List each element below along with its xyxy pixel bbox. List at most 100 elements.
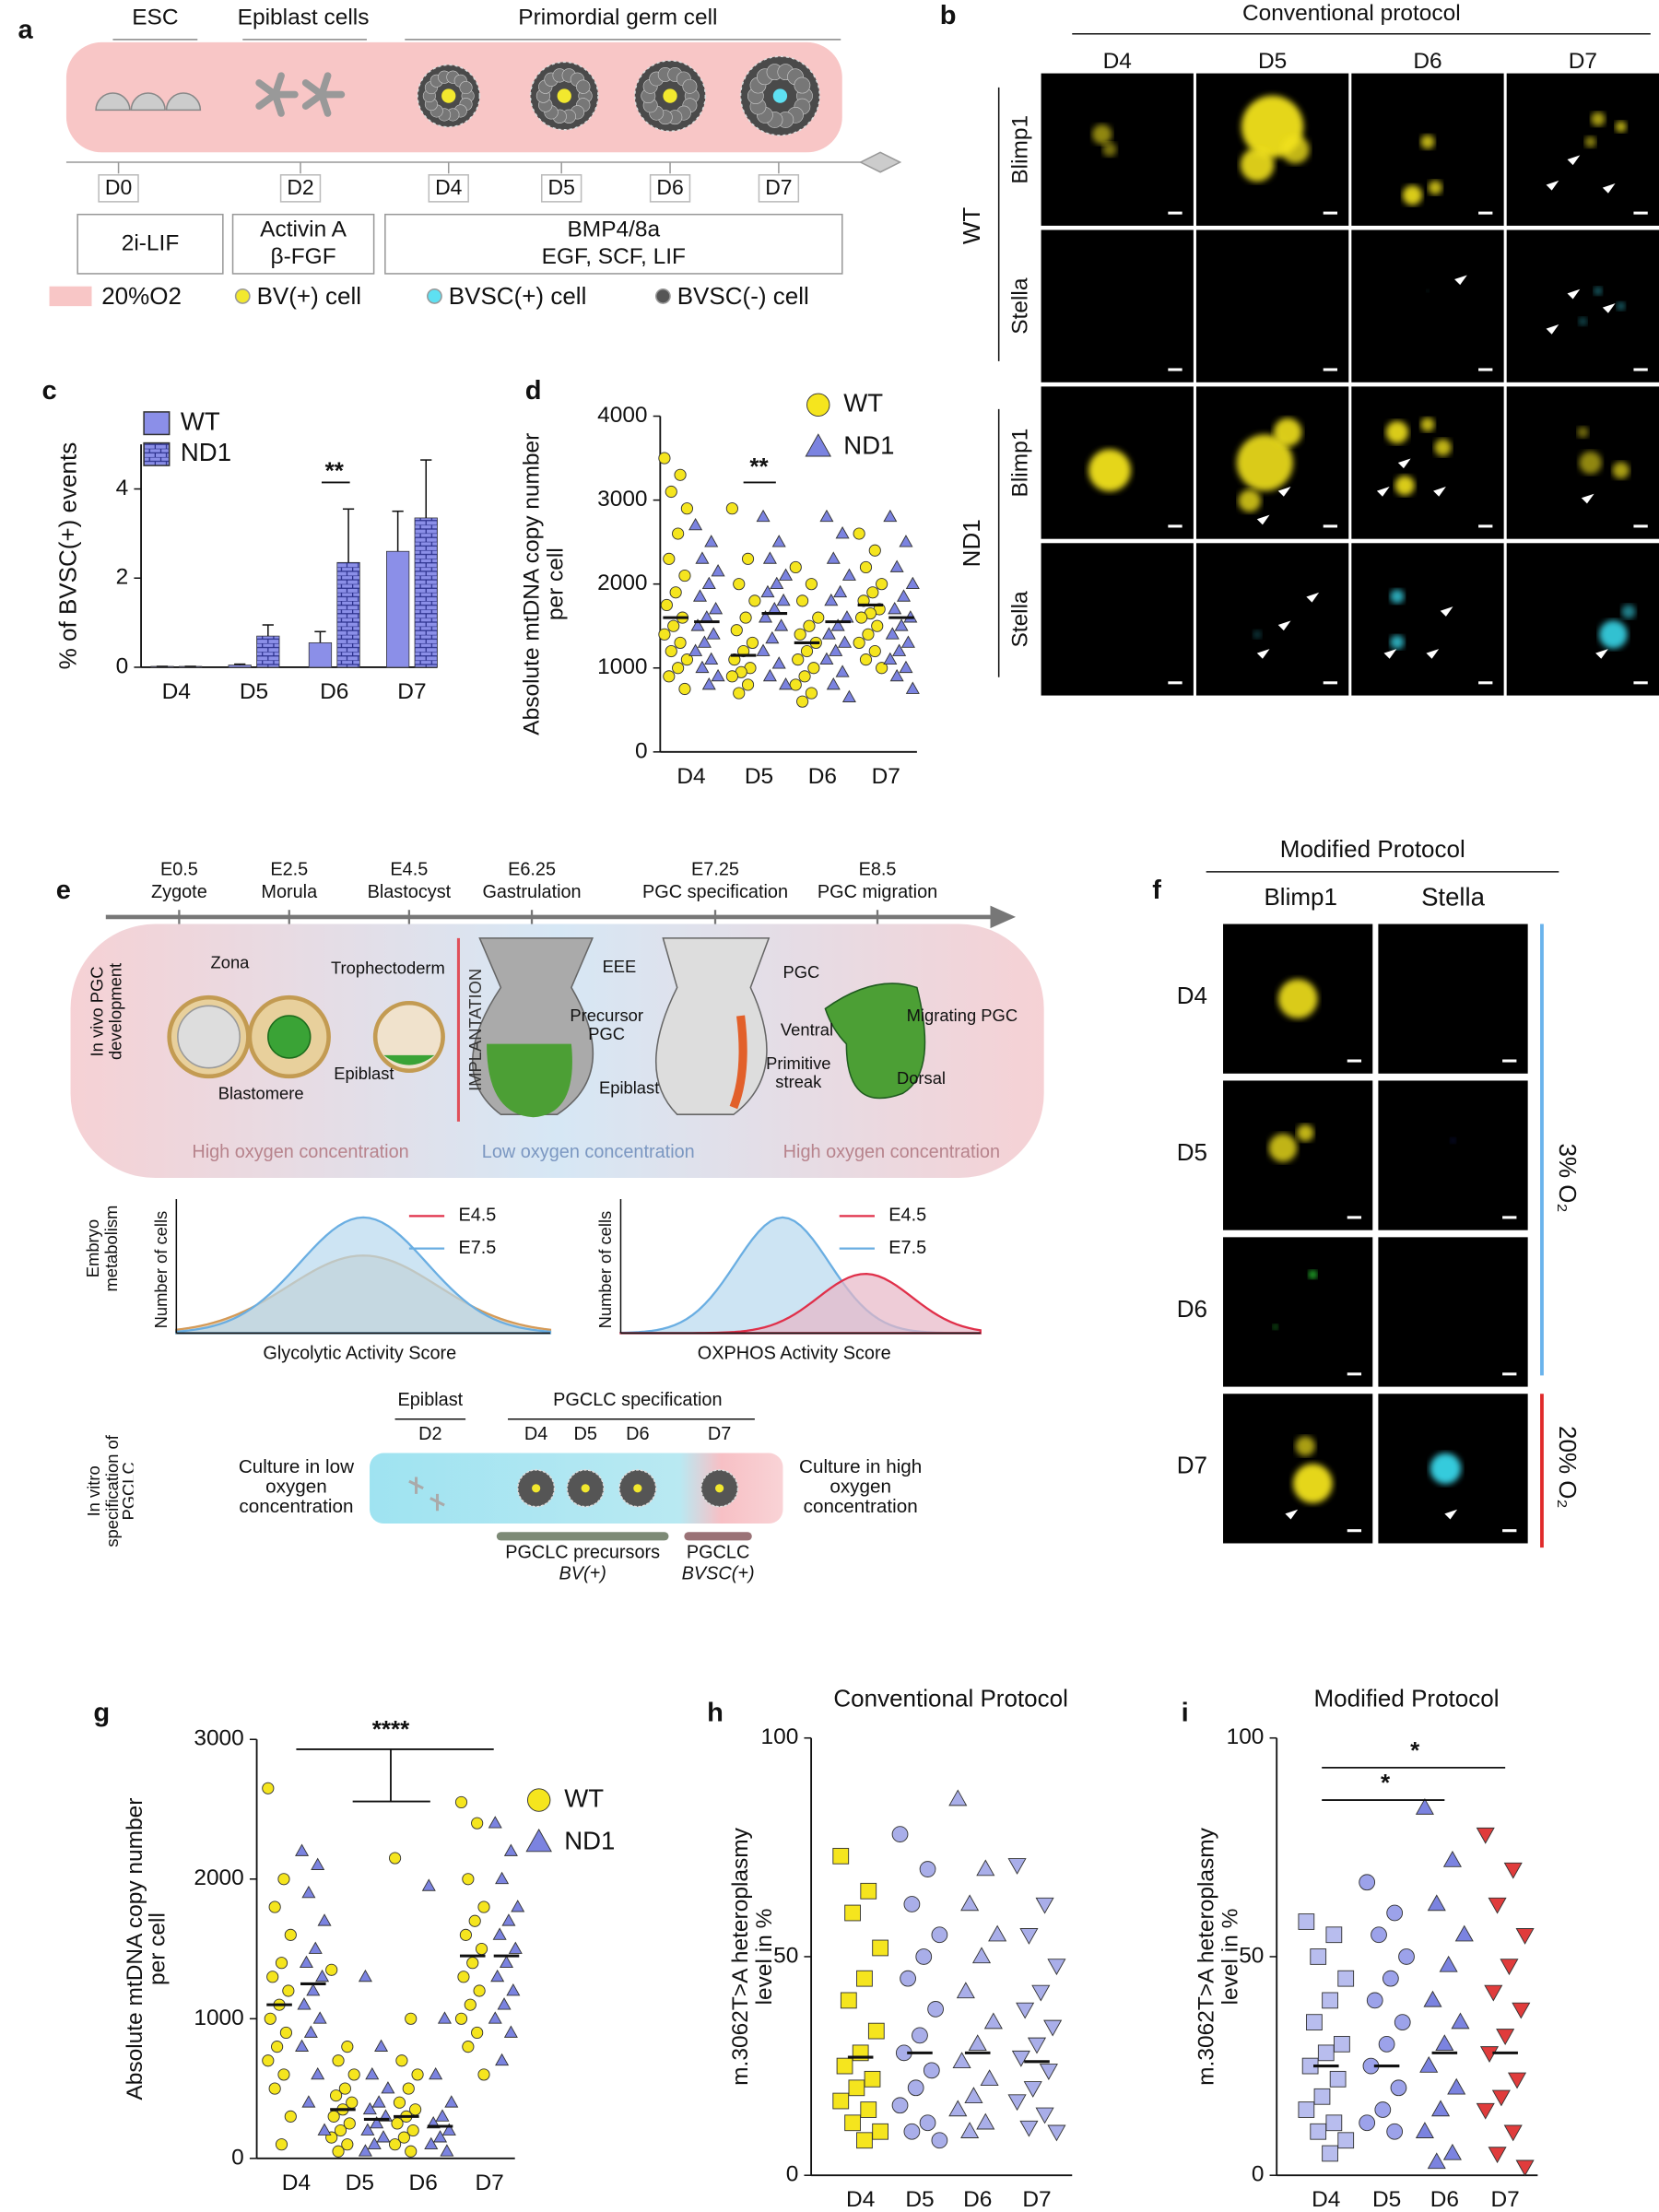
signal	[1621, 605, 1636, 619]
point	[1386, 2123, 1404, 2140]
legend-swatch	[143, 441, 171, 466]
point	[1515, 2159, 1535, 2177]
point	[1476, 1827, 1495, 1844]
point	[1390, 2079, 1407, 2097]
point	[508, 1941, 523, 1954]
point	[980, 2069, 999, 2087]
point	[1359, 2114, 1376, 2132]
x-tick-label: D5	[745, 764, 773, 789]
point	[433, 2130, 448, 2143]
point	[891, 1826, 909, 1842]
text: In vitro specification of PGCLC	[85, 1435, 134, 1547]
point	[704, 652, 719, 665]
point	[960, 1894, 980, 1912]
label: Epiblast	[599, 1077, 659, 1097]
point	[475, 1942, 488, 1956]
point	[462, 2041, 475, 2053]
point	[695, 660, 710, 674]
point	[756, 509, 771, 523]
point	[370, 2115, 384, 2129]
text: % of BVSC(+) events	[56, 441, 82, 670]
label: D7	[708, 1424, 731, 1444]
x-tick-label: D7	[397, 679, 426, 704]
significance: **	[325, 457, 345, 485]
point	[1035, 1897, 1054, 1914]
text: Absolute mtDNA copy number per cell	[124, 1797, 171, 2100]
point	[807, 662, 820, 675]
y-tick-label: 0	[635, 738, 648, 763]
esc-cell	[130, 92, 166, 112]
label: 20%O2	[101, 282, 182, 310]
point	[658, 628, 671, 641]
point	[1317, 2044, 1335, 2062]
label: Number of cells	[151, 1211, 171, 1329]
label: E4.5	[390, 860, 428, 880]
label: Ventral	[781, 1020, 833, 1040]
point	[301, 2095, 316, 2108]
signal	[1612, 462, 1630, 479]
point	[488, 1816, 502, 1829]
label: D5	[1177, 1138, 1207, 1166]
point	[495, 1871, 510, 1885]
y-tick-label: 0	[1252, 2162, 1265, 2187]
point	[471, 2026, 484, 2040]
point	[1415, 2122, 1434, 2138]
x-tick-label: D6	[963, 2187, 992, 2212]
point	[1488, 1897, 1507, 1914]
label: β-FGF	[271, 244, 336, 269]
micrograph	[1378, 1237, 1528, 1387]
micrograph	[1041, 229, 1194, 382]
label: Blastomere	[218, 1084, 304, 1103]
point	[395, 2054, 408, 2067]
point	[266, 1971, 279, 1983]
point	[1439, 1955, 1458, 1972]
label: D4	[1177, 982, 1207, 1009]
y-tick-label: 2000	[194, 1865, 243, 1890]
point	[711, 564, 725, 577]
point	[680, 502, 693, 515]
point	[665, 644, 677, 658]
micrograph	[1378, 924, 1528, 1074]
signal	[1253, 629, 1262, 640]
micrograph	[1378, 1080, 1528, 1230]
point	[697, 635, 712, 648]
bar	[414, 517, 438, 668]
point	[900, 1970, 916, 1987]
epiblast-cell	[301, 72, 346, 117]
label: Low oxygen concentration	[482, 1142, 695, 1162]
legend-label: WT	[181, 406, 220, 435]
x-tick-label: D6	[1430, 2187, 1459, 2212]
text-block: In vitro specification of PGCLC	[85, 1435, 134, 1547]
point	[1415, 1798, 1434, 1815]
point	[725, 502, 738, 515]
point	[468, 1914, 481, 1927]
label: g	[93, 1698, 110, 1727]
point	[454, 2012, 468, 2025]
point	[338, 2082, 351, 2095]
y-tick-label: 0	[116, 653, 129, 678]
point	[844, 1904, 861, 1922]
core-cell	[532, 1484, 541, 1493]
label: Stella	[1008, 277, 1033, 335]
scale-bar	[1633, 524, 1648, 528]
point	[1007, 2094, 1027, 2112]
label: E2.5	[270, 860, 308, 880]
label: BVSC(+) cell	[449, 282, 587, 310]
signal	[1272, 1324, 1278, 1330]
point	[299, 1955, 313, 1969]
significance: **	[749, 453, 769, 480]
signal	[1273, 418, 1302, 447]
scale-bar	[1347, 1529, 1362, 1533]
point	[492, 1927, 507, 1940]
label: ESC	[132, 5, 178, 29]
point	[1313, 2088, 1331, 2105]
point	[1503, 2124, 1523, 2142]
point	[690, 618, 705, 631]
arrowhead	[1602, 182, 1616, 194]
scale-bar	[1168, 368, 1182, 371]
point	[819, 509, 834, 523]
label: D5	[548, 175, 575, 199]
point	[871, 619, 884, 632]
point	[741, 678, 755, 691]
point	[1035, 2107, 1054, 2124]
